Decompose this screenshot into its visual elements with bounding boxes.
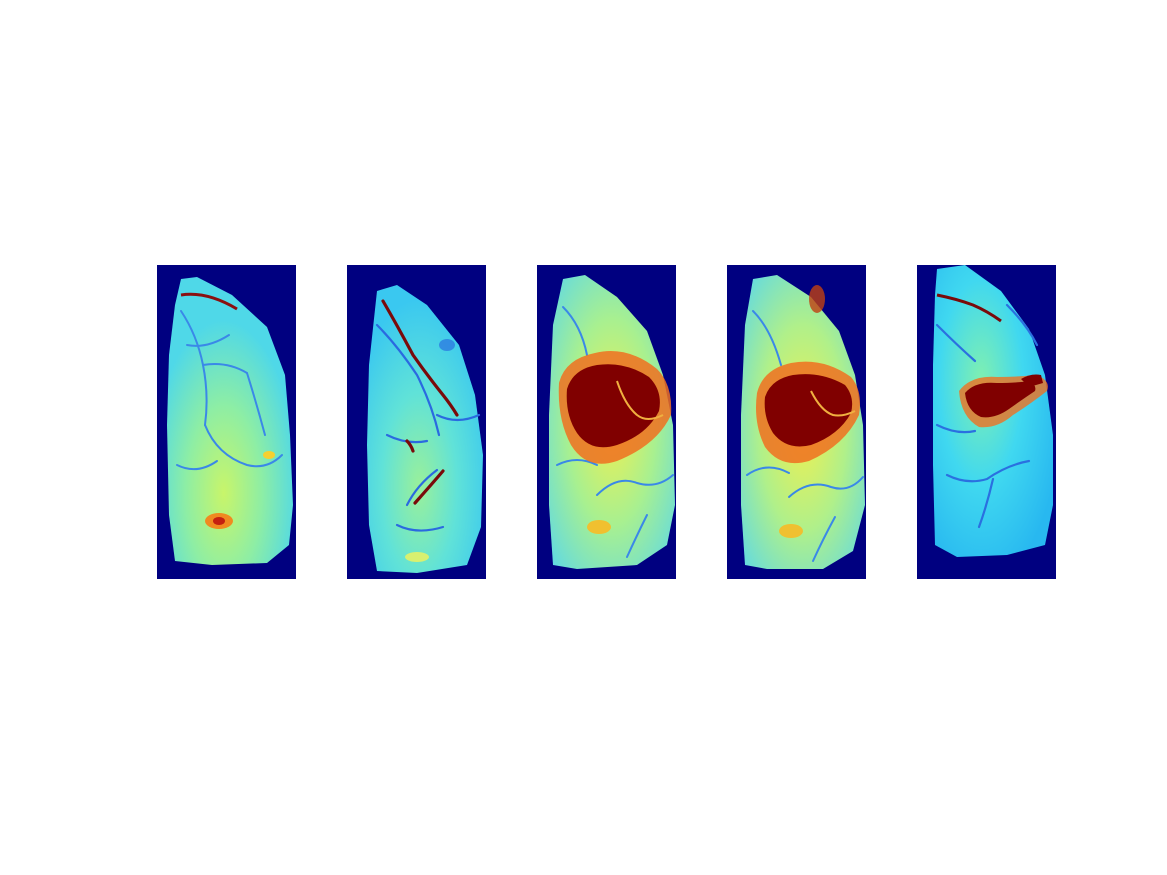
dark-vessel [180, 292, 238, 311]
vessels [746, 310, 864, 562]
activation-core [764, 374, 853, 447]
brain-map-3 [549, 275, 675, 569]
image-panel-2 [347, 265, 486, 579]
image-panel-5 [917, 265, 1056, 579]
vessels [176, 310, 283, 471]
brain-map-1 [167, 277, 293, 565]
vessels [375, 323, 481, 532]
tissue-region [367, 285, 483, 573]
image-panel-3 [537, 265, 676, 579]
brain-map-4 [741, 275, 865, 569]
image-panel-4 [727, 265, 866, 579]
vessels [935, 303, 1039, 529]
brain-map-5 [933, 265, 1053, 557]
image-panel-1 [157, 265, 296, 579]
dark-vessels [381, 299, 459, 505]
activation-core [965, 381, 1036, 418]
activation-core [566, 364, 660, 448]
vessels [556, 306, 674, 558]
brain-map-2 [367, 285, 483, 573]
dark-vessel [936, 293, 1002, 323]
